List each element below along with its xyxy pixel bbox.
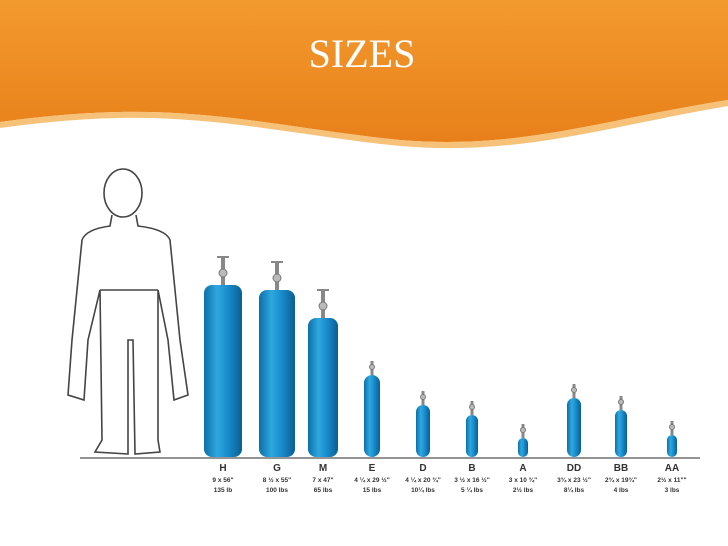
- cylinder-weight: 135 lb: [214, 487, 232, 494]
- cylinder-cap: [272, 273, 282, 283]
- cylinder-name: B: [468, 463, 475, 474]
- cylinder-weight: 5 ¼ lbs: [461, 486, 483, 494]
- cylinder-name: M: [319, 463, 327, 474]
- cylinder-dimensions: 3 x 10 ¾": [509, 476, 537, 484]
- cylinder-cap: [469, 404, 475, 410]
- cylinder-dimensions: 3¾ x 23 ½": [557, 476, 591, 484]
- cylinder-cap: [520, 427, 526, 433]
- cylinder-weight: 65 lbs: [314, 487, 333, 494]
- cylinder-weight: 15 lbs: [363, 487, 382, 494]
- cylinder-body: [518, 438, 528, 457]
- cylinder-body: [259, 290, 295, 457]
- cylinder-name: H: [219, 463, 226, 474]
- cylinder-body: [204, 285, 242, 457]
- cylinder-cap: [669, 424, 675, 430]
- cylinder-cap: [618, 399, 624, 405]
- cylinder-dimensions: 4 ¼ x 20 ¾": [405, 476, 441, 484]
- cylinder-dimensions: 9 x 56": [212, 477, 233, 484]
- cylinder-name: BB: [614, 463, 628, 474]
- cylinder-name: D: [419, 463, 426, 474]
- title: SIZES: [309, 31, 416, 76]
- cylinder-dimensions: 7 x 47": [312, 477, 333, 484]
- cylinder-name: G: [273, 463, 281, 474]
- header-band: [0, 0, 728, 142]
- cylinder-body: [364, 375, 380, 457]
- cylinder-weight: 10¼ lbs: [411, 486, 435, 494]
- cylinder-name: E: [369, 463, 376, 474]
- person-figure: [67, 168, 189, 455]
- header-wave: [0, 100, 728, 149]
- cylinder-weight: 2½ lbs: [513, 486, 534, 494]
- cylinder-name: AA: [665, 463, 679, 474]
- cylinder-cap: [369, 364, 375, 370]
- cylinder-weight: 8¼ lbs: [564, 486, 585, 494]
- cylinder-weight: 3 lbs: [665, 487, 680, 494]
- cylinder-body: [667, 435, 677, 457]
- cylinder-cap: [571, 387, 577, 393]
- cylinder-cap: [420, 394, 426, 400]
- cylinder-name: DD: [567, 463, 581, 474]
- cylinder-body: [615, 410, 627, 457]
- cylinder-dimensions: 2½ x 11"": [657, 476, 686, 484]
- cylinder-weight: 100 lbs: [266, 487, 288, 494]
- cylinder-body: [466, 415, 478, 457]
- cylinder-dimensions: 4 ¼ x 29 ½": [354, 476, 390, 484]
- cylinder-dimensions: 3 ½ x 16 ½": [454, 476, 490, 484]
- cylinder-dimensions: 8 ½ x 55": [263, 476, 291, 484]
- cylinder-cap: [218, 268, 228, 278]
- cylinder-body: [416, 405, 430, 457]
- cylinder-dimensions: 2¾ x 19¾": [605, 476, 637, 484]
- cylinder-cap: [318, 301, 328, 311]
- cylinder-body: [308, 318, 338, 457]
- cylinder-body: [567, 398, 581, 457]
- cylinder-weight: 4 lbs: [614, 487, 629, 494]
- cylinder-name: A: [519, 463, 526, 474]
